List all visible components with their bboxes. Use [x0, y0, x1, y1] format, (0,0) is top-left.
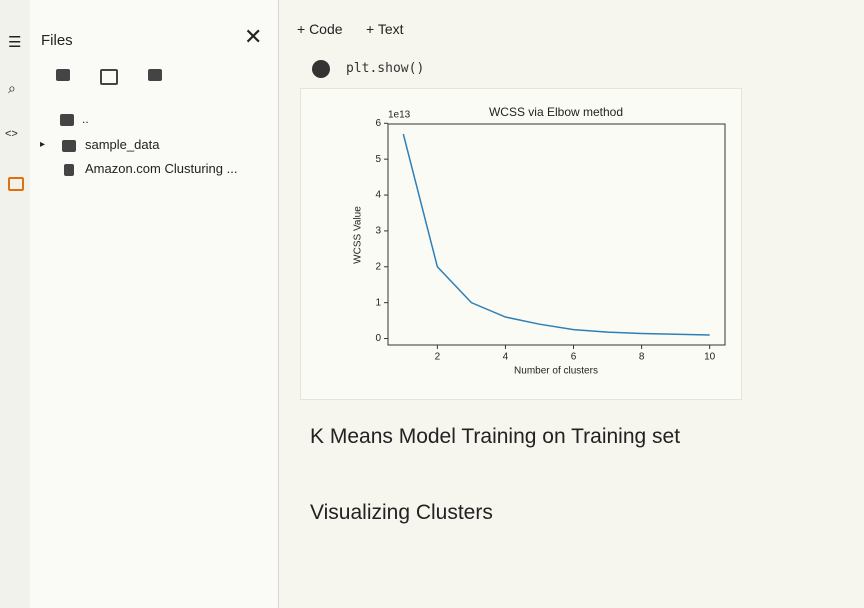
folder-item[interactable]: sample_data: [85, 137, 160, 152]
data-line: [402, 133, 710, 336]
markdown-heading: K Means Model Training on Training set: [310, 425, 681, 448]
close-button[interactable]: ✕: [244, 24, 263, 49]
y-tick-label: 3: [375, 226, 381, 237]
y-axis-label: WCSS Value: [353, 206, 364, 264]
code-icon[interactable]: <>: [5, 128, 18, 140]
offset-label: 1e13: [388, 110, 411, 121]
axes-frame: [387, 123, 726, 346]
refresh-icon[interactable]: [100, 69, 118, 85]
x-tick-label: 10: [704, 352, 716, 363]
chart: 1e13 WCSS via Elbow method Number of clu…: [353, 105, 726, 377]
folder-icon: [60, 114, 74, 126]
y-tick-label: 6: [375, 118, 381, 129]
expand-arrow[interactable]: ▸: [40, 139, 46, 150]
output-area: [300, 88, 742, 400]
x-axis-label: Number of clusters: [514, 366, 598, 377]
y-tick-label: 0: [375, 333, 381, 344]
x-tick-label: 4: [503, 352, 509, 363]
chart-title: WCSS via Elbow method: [489, 105, 623, 119]
file-icon: [64, 164, 74, 176]
x-tick-label: 8: [639, 352, 645, 363]
add-text-button[interactable]: + Text: [366, 21, 404, 37]
folder-icon: [62, 140, 76, 152]
y-tick-label: 2: [375, 261, 381, 272]
y-tick-label: 4: [375, 190, 381, 201]
search-icon[interactable]: ⌕: [8, 80, 16, 96]
markdown-heading: Visualizing Clusters: [310, 501, 493, 524]
file-item[interactable]: Amazon.com Clusturing ...: [85, 161, 238, 176]
code-line: plt.show(): [346, 61, 425, 76]
y-tick-label: 5: [375, 154, 381, 165]
menu-icon[interactable]: ☰: [8, 34, 22, 51]
drive-icon[interactable]: [148, 69, 162, 81]
add-code-button[interactable]: + Code: [297, 21, 343, 37]
x-tick-label: 2: [435, 352, 441, 363]
parent-folder[interactable]: ..: [82, 112, 89, 126]
run-button[interactable]: [312, 60, 330, 78]
files-panel: Files ✕ .. ▸ sample_data Amazon.com Clus…: [30, 0, 279, 608]
x-tick-label: 6: [571, 352, 577, 363]
upload-icon[interactable]: [56, 69, 70, 81]
files-icon[interactable]: [8, 177, 24, 191]
y-tick-label: 1: [375, 297, 381, 308]
icon-strip: ☰ ⌕ <>: [0, 0, 30, 608]
panel-title: Files: [41, 32, 73, 49]
